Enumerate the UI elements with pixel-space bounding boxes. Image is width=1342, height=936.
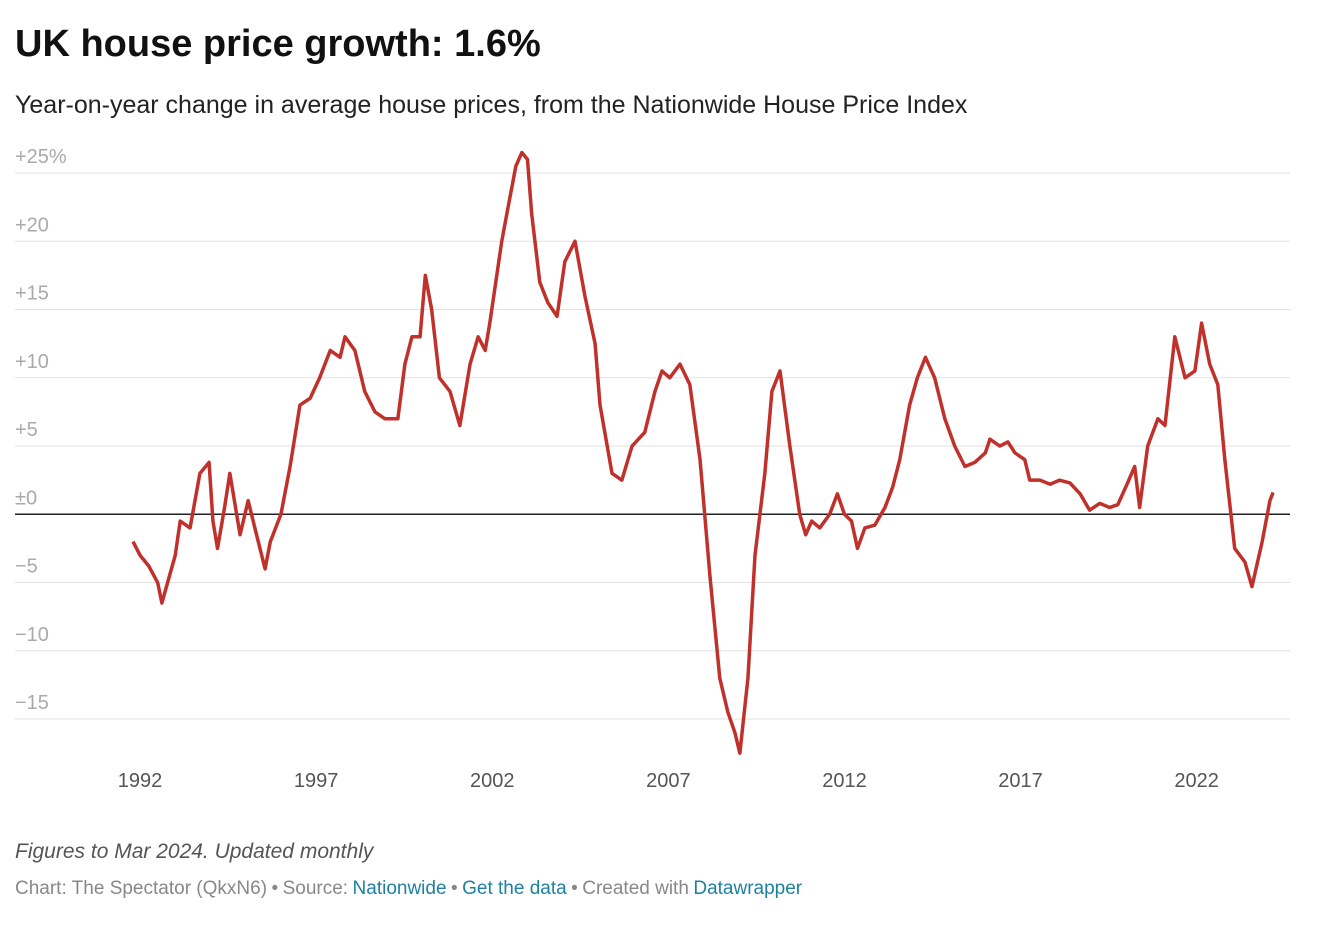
- y-tick-label: −5: [15, 556, 38, 578]
- separator: •: [451, 878, 458, 899]
- y-tick-label: −10: [15, 624, 49, 646]
- separator: •: [271, 878, 278, 899]
- x-tick-label: 1997: [294, 770, 339, 792]
- chart-title: UK house price growth: 1.6%: [15, 23, 541, 65]
- chart-subtitle: Year-on-year change in average house pri…: [15, 91, 968, 119]
- chart-note: Figures to Mar 2024. Updated monthly: [15, 840, 375, 863]
- y-tick-label: +25%: [15, 146, 67, 168]
- x-tick-label: 2007: [646, 770, 691, 792]
- y-tick-label: +10: [15, 351, 49, 373]
- x-tick-label: 2002: [470, 770, 515, 792]
- credit-source: Source:: [283, 878, 348, 899]
- y-tick-label: +15: [15, 283, 49, 305]
- y-tick-label: +20: [15, 214, 49, 236]
- x-tick-label: 1992: [118, 770, 163, 792]
- credits: Chart: The Spectator (QkxN6) • Source: N…: [15, 878, 803, 899]
- data-link[interactable]: Get the data: [462, 878, 567, 899]
- credit-created: Created with: [582, 878, 689, 899]
- data-line: [131, 150, 1275, 755]
- credit-chart: Chart: The Spectator (QkxN6): [15, 878, 267, 899]
- y-tick-label: ±0: [15, 487, 37, 509]
- source-link[interactable]: Nationwide: [353, 878, 447, 899]
- x-tick-label: 2022: [1174, 770, 1219, 792]
- x-tick-label: 2012: [822, 770, 867, 792]
- y-tick-label: +5: [15, 419, 38, 441]
- x-tick-label: 2017: [998, 770, 1043, 792]
- tool-link[interactable]: Datawrapper: [693, 878, 802, 899]
- y-tick-label: −15: [15, 692, 49, 714]
- separator: •: [571, 878, 578, 899]
